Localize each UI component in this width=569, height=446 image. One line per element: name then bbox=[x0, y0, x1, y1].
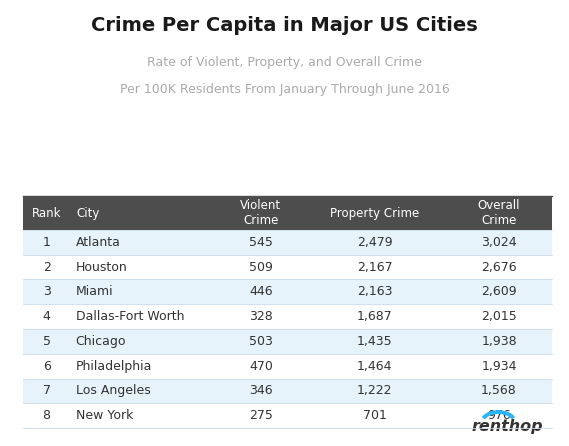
Text: Violent
Crime: Violent Crime bbox=[240, 199, 282, 227]
Text: Chicago: Chicago bbox=[76, 335, 126, 348]
Text: Rate of Violent, Property, and Overall Crime: Rate of Violent, Property, and Overall C… bbox=[147, 56, 422, 69]
Text: 545: 545 bbox=[249, 236, 273, 249]
Text: 4: 4 bbox=[43, 310, 51, 323]
Text: City: City bbox=[77, 206, 100, 219]
Text: Overall
Crime: Overall Crime bbox=[478, 199, 520, 227]
Text: Dallas-Fort Worth: Dallas-Fort Worth bbox=[76, 310, 184, 323]
Text: Per 100K Residents From January Through June 2016: Per 100K Residents From January Through … bbox=[119, 83, 450, 95]
Text: 701: 701 bbox=[362, 409, 386, 422]
Text: Atlanta: Atlanta bbox=[76, 236, 121, 249]
Text: Property Crime: Property Crime bbox=[330, 206, 419, 219]
Text: 346: 346 bbox=[249, 384, 273, 397]
Text: 2,676: 2,676 bbox=[481, 260, 517, 273]
Text: Rank: Rank bbox=[32, 206, 61, 219]
Text: 1: 1 bbox=[43, 236, 51, 249]
Text: New York: New York bbox=[76, 409, 133, 422]
Text: 3: 3 bbox=[43, 285, 51, 298]
Text: 5: 5 bbox=[43, 335, 51, 348]
Bar bbox=[23, 255, 552, 280]
Text: 8: 8 bbox=[43, 409, 51, 422]
Text: 470: 470 bbox=[249, 359, 273, 373]
Text: 1,222: 1,222 bbox=[357, 384, 393, 397]
Text: 976: 976 bbox=[487, 409, 511, 422]
Text: 1,938: 1,938 bbox=[481, 335, 517, 348]
Text: 1,934: 1,934 bbox=[481, 359, 517, 373]
Text: 6: 6 bbox=[43, 359, 51, 373]
Text: 275: 275 bbox=[249, 409, 273, 422]
Text: 2: 2 bbox=[43, 260, 51, 273]
Text: 328: 328 bbox=[249, 310, 273, 323]
Text: 2,163: 2,163 bbox=[357, 285, 393, 298]
Text: 2,609: 2,609 bbox=[481, 285, 517, 298]
Text: 503: 503 bbox=[249, 335, 273, 348]
Text: 3,024: 3,024 bbox=[481, 236, 517, 249]
Text: Los Angeles: Los Angeles bbox=[76, 384, 150, 397]
Bar bbox=[23, 304, 552, 329]
Text: 1,435: 1,435 bbox=[357, 335, 393, 348]
Text: 2,479: 2,479 bbox=[357, 236, 393, 249]
Text: 7: 7 bbox=[43, 384, 51, 397]
Text: 2,167: 2,167 bbox=[357, 260, 393, 273]
Text: 1,464: 1,464 bbox=[357, 359, 393, 373]
Bar bbox=[23, 280, 552, 304]
Text: Philadelphia: Philadelphia bbox=[76, 359, 152, 373]
Bar bbox=[23, 230, 552, 255]
Text: Houston: Houston bbox=[76, 260, 127, 273]
Bar bbox=[23, 329, 552, 354]
Bar bbox=[23, 379, 552, 403]
Bar bbox=[23, 196, 552, 230]
Text: 446: 446 bbox=[249, 285, 273, 298]
Text: Crime Per Capita in Major US Cities: Crime Per Capita in Major US Cities bbox=[91, 16, 478, 35]
Text: 1,568: 1,568 bbox=[481, 384, 517, 397]
Text: 2,015: 2,015 bbox=[481, 310, 517, 323]
Bar bbox=[23, 354, 552, 379]
Text: 1,687: 1,687 bbox=[357, 310, 393, 323]
Text: Miami: Miami bbox=[76, 285, 113, 298]
Text: renthop: renthop bbox=[472, 419, 543, 434]
Bar bbox=[23, 403, 552, 428]
Text: 509: 509 bbox=[249, 260, 273, 273]
